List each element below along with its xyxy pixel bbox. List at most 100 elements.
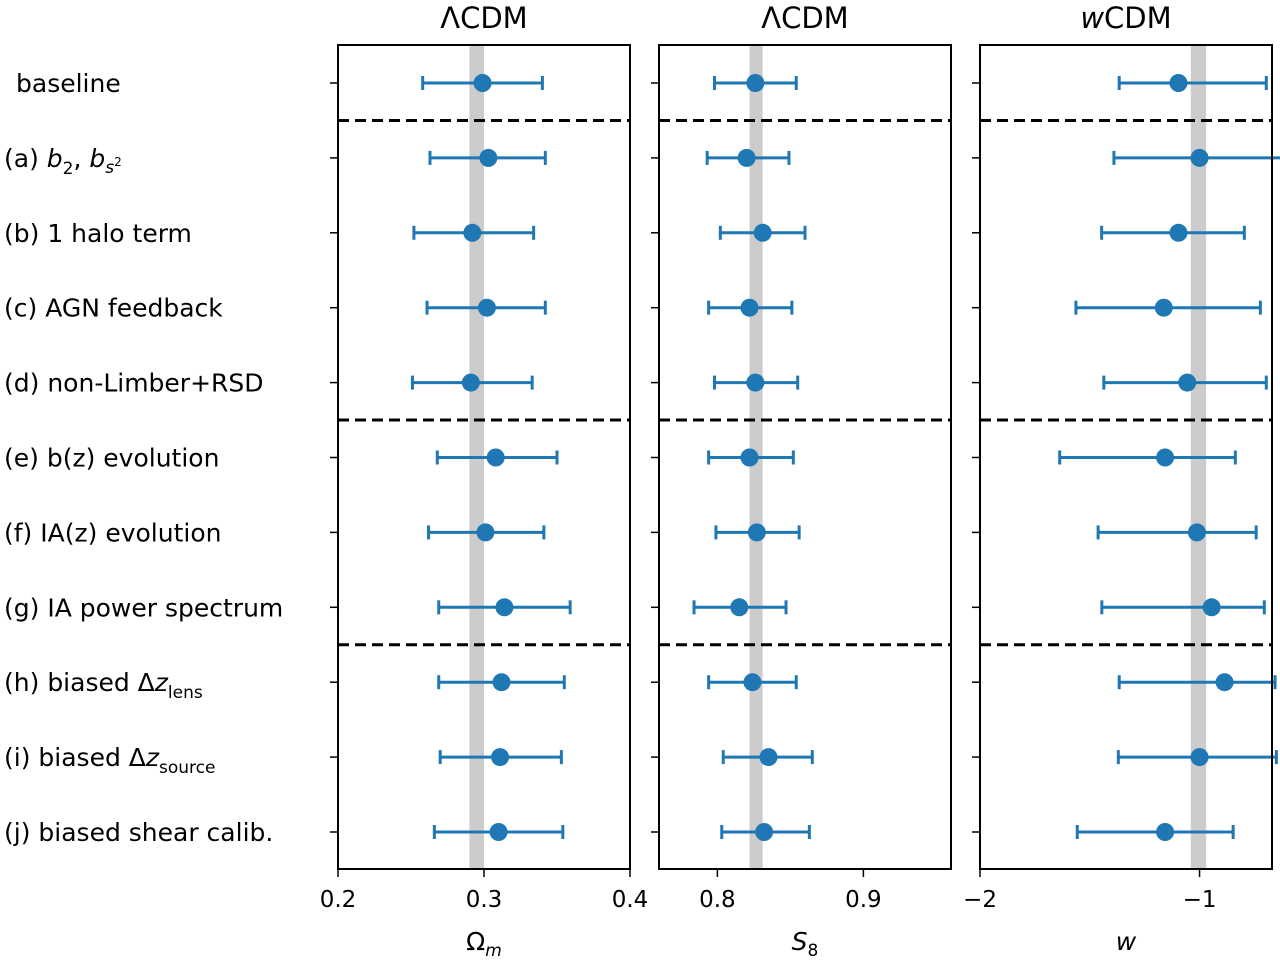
row-label-subscript: lens — [168, 683, 203, 703]
row-label-text: IA power spectrum — [47, 593, 283, 622]
x-axis-label-main: w — [1116, 927, 1137, 956]
row-label-prefix: (a) — [4, 144, 47, 173]
row-label-prefix: (c) — [4, 294, 45, 323]
data-point-baseline — [746, 74, 765, 92]
data-point-j — [1156, 823, 1175, 841]
row-label-prefix: (f) — [4, 518, 40, 547]
panel-title-text: ΛCDM — [761, 1, 848, 35]
row-label-prefix: (i) — [4, 743, 38, 772]
row-label-a: (a) b2, bs2 — [4, 144, 122, 179]
row-label-text: b(z) evolution — [47, 444, 220, 473]
row-label-prefix: (b) — [4, 219, 47, 248]
row-label-b: (b) 1 halo term — [4, 219, 192, 248]
data-point-g — [1202, 598, 1221, 617]
panel-title: wCDM — [1080, 1, 1171, 35]
panel-frame — [979, 44, 1273, 870]
data-point-c — [1154, 298, 1173, 317]
data-point-f — [1187, 523, 1206, 542]
x-tick-label: 0.9 — [845, 887, 882, 913]
row-label-text: biased shear calib. — [38, 818, 273, 847]
data-point-d — [746, 373, 765, 392]
row-label-math-z: z — [145, 743, 160, 772]
x-tick-label: −1 — [1183, 887, 1217, 913]
row-label-text: IA(z) evolution — [40, 518, 221, 547]
panel-title: ΛCDM — [761, 1, 848, 35]
row-label-prefix: (e) — [4, 444, 47, 473]
panel-1: 0.2 0.3 0.4 ΛCDM Ωm — [320, 1, 649, 960]
data-point-a — [1190, 148, 1209, 167]
data-point-g — [495, 598, 514, 617]
row-label-i: (i) biased Δzsource — [4, 743, 215, 778]
row-label-math-b2: b — [89, 144, 105, 173]
data-point-b — [1169, 223, 1188, 242]
row-label-prefix: (h) — [4, 668, 47, 697]
x-axis-label-main: Ω — [466, 927, 485, 956]
data-point-baseline — [473, 74, 492, 92]
x-tick-label: 0.3 — [466, 887, 503, 913]
x-axis-label-main: S — [792, 927, 808, 956]
data-point-e — [1156, 448, 1175, 467]
data-point-f — [747, 523, 766, 542]
data-point-i — [491, 748, 510, 767]
x-tick-label: 0.8 — [699, 887, 736, 913]
data-point-i — [759, 748, 778, 767]
data-point-b — [753, 223, 772, 242]
row-label-baseline: baseline — [16, 69, 121, 98]
data-point-e — [740, 448, 759, 467]
row-label-text: 1 halo term — [47, 219, 192, 248]
row-label-math-sub: 2 — [63, 159, 74, 179]
panel-frame — [658, 44, 952, 870]
x-axis-label: w — [1116, 927, 1137, 956]
data-point-h — [1215, 673, 1234, 692]
row-label-prefix: (g) — [4, 593, 47, 622]
data-point-e — [486, 448, 505, 467]
panel-title-text: ΛCDM — [440, 1, 527, 35]
x-axis-label-subscript: 8 — [808, 941, 819, 960]
data-point-g — [730, 598, 749, 617]
data-point-j — [489, 823, 508, 841]
row-label-h: (h) biased Δzlens — [4, 668, 203, 703]
row-label-text: baseline — [16, 69, 121, 98]
x-axis-label: S8 — [792, 927, 819, 960]
row-label-text: biased Δ — [47, 668, 154, 697]
data-point-a — [479, 148, 498, 167]
panel-title-italic: w — [1080, 1, 1104, 35]
data-point-d — [1178, 373, 1197, 392]
data-point-baseline — [1169, 74, 1188, 92]
data-point-i — [1190, 748, 1209, 767]
row-label-text: biased Δ — [38, 743, 145, 772]
x-tick-label: 0.4 — [612, 887, 649, 913]
row-label-math-s: s — [105, 158, 114, 178]
panel-title: ΛCDM — [440, 1, 527, 35]
row-label-d: (d) non-Limber+RSD — [4, 369, 264, 398]
row-labels: baseline (a) b2, bs2 (b) 1 halo term (c) AG… — [4, 69, 283, 847]
panel-title-rest: CDM — [1104, 1, 1172, 35]
data-point-b — [463, 223, 482, 242]
data-point-d — [461, 373, 480, 392]
row-label-math-z: z — [154, 668, 169, 697]
row-label-math-sup: 2 — [114, 155, 122, 169]
x-tick-label: −2 — [963, 887, 997, 913]
row-label-text: AGN feedback — [45, 294, 223, 323]
data-point-a — [737, 148, 756, 167]
row-label-g: (g) IA power spectrum — [4, 593, 283, 622]
data-point-c — [740, 298, 759, 317]
row-label-e: (e) b(z) evolution — [4, 444, 219, 473]
row-label-prefix: (j) — [4, 818, 38, 847]
row-label-c: (c) AGN feedback — [4, 294, 223, 323]
data-point-h — [492, 673, 511, 692]
x-tick-label: 0.2 — [320, 887, 357, 913]
row-label-math-sep: , — [73, 144, 89, 173]
row-label-prefix: (d) — [4, 369, 47, 398]
data-point-c — [477, 298, 496, 317]
data-point-j — [755, 823, 774, 841]
row-label-subscript: source — [159, 758, 215, 778]
data-point-f — [476, 523, 495, 542]
row-label-text: non-Limber+RSD — [47, 369, 263, 398]
row-label-f: (f) IA(z) evolution — [4, 518, 221, 547]
panel-2: 0.8 0.9 ΛCDM S8 — [651, 1, 952, 960]
data-point-h — [743, 673, 762, 692]
